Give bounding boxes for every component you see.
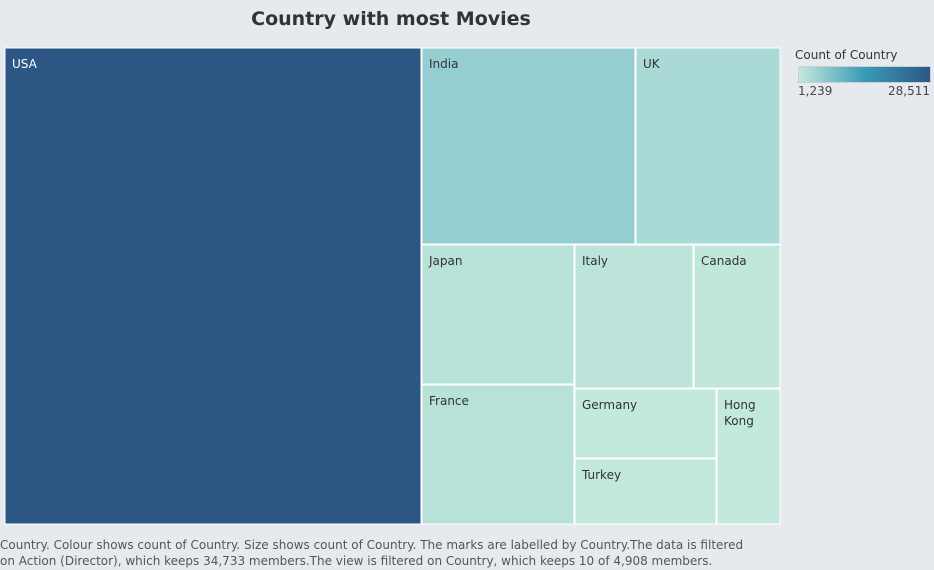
treemap-tile-france[interactable]	[421, 384, 575, 525]
treemap-tile-japan[interactable]	[421, 244, 575, 385]
treemap-tile-india[interactable]	[421, 47, 636, 245]
treemap-tile-germany[interactable]	[574, 388, 717, 459]
treemap-label-japan: Japan	[428, 254, 462, 268]
treemap-tile-canada[interactable]	[693, 244, 781, 389]
treemap-label-turkey: Turkey	[581, 468, 621, 482]
treemap-label-hong-kong: Hong Kong	[724, 398, 756, 428]
treemap-tile-uk[interactable]	[635, 47, 781, 245]
treemap-tile-hong-kong[interactable]	[716, 388, 781, 525]
treemap-tile-usa[interactable]	[4, 47, 422, 525]
treemap-label-india: India	[429, 57, 458, 71]
treemap-label-germany: Germany	[582, 398, 637, 412]
treemap-label-italy: Italy	[582, 254, 608, 268]
chart-caption: Country. Colour shows count of Country. …	[0, 538, 744, 568]
treemap-label-uk: UK	[643, 57, 661, 71]
legend-max-label: 28,511	[888, 84, 930, 98]
legend-min-label: 1,239	[798, 84, 833, 98]
treemap-label-usa: USA	[12, 57, 38, 71]
treemap-label-canada: Canada	[701, 254, 747, 268]
legend-title: Count of Country	[795, 48, 898, 62]
chart-title: Country with most Movies	[251, 8, 531, 30]
legend-color-ramp	[798, 66, 931, 83]
treemap-tile-turkey[interactable]	[574, 458, 717, 525]
treemap-tile-italy[interactable]	[574, 244, 694, 389]
treemap-label-france: France	[429, 394, 469, 408]
